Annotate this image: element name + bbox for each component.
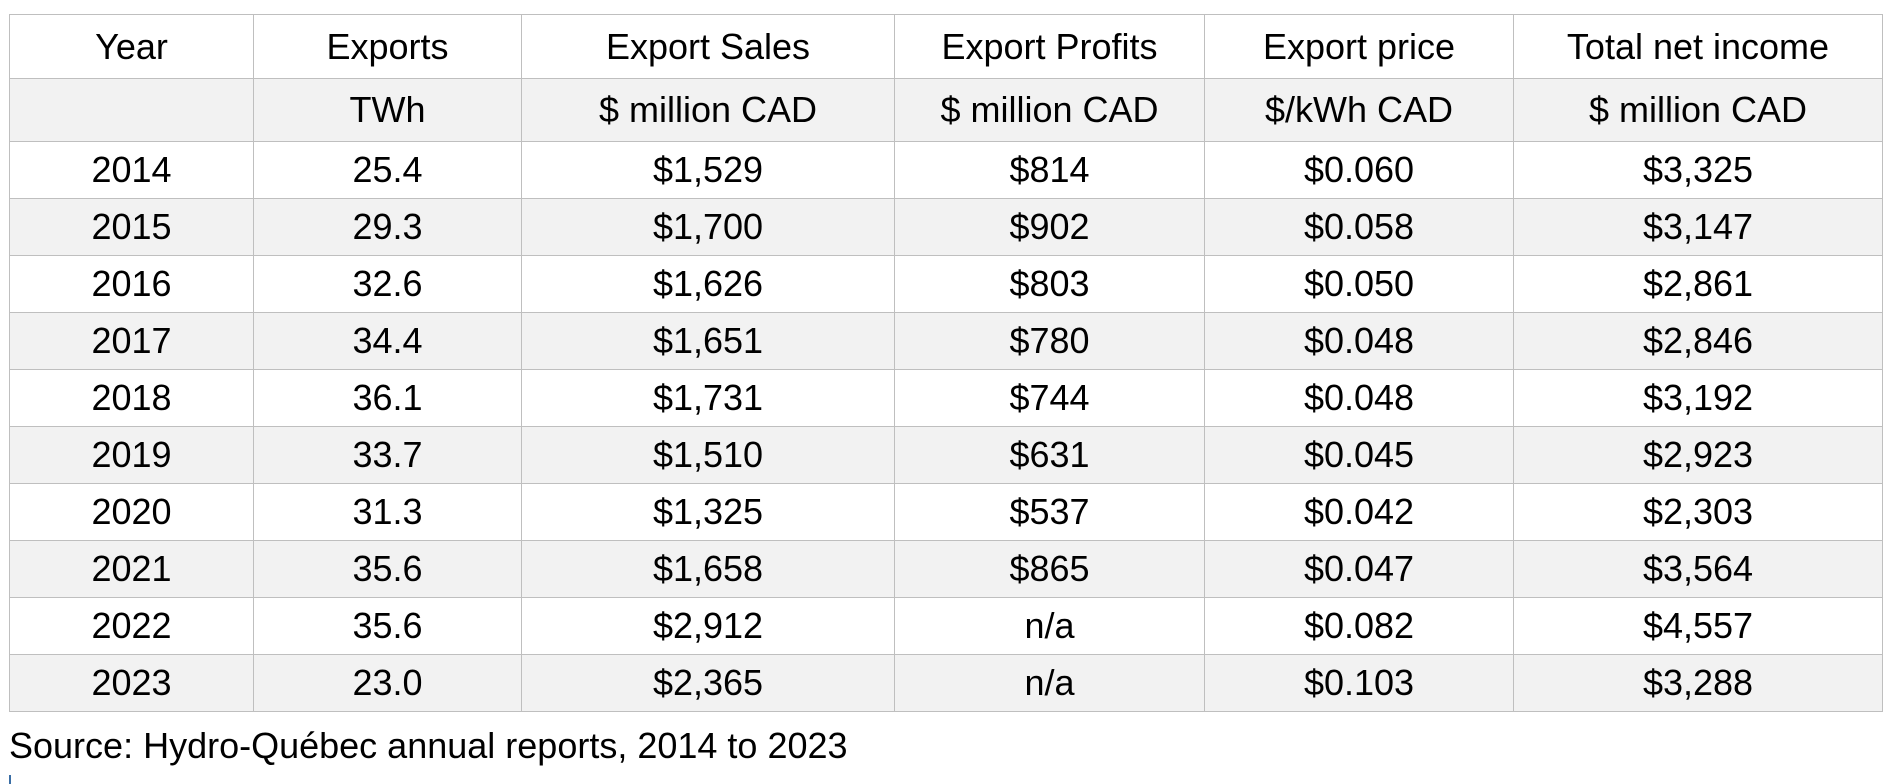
cell-total-net-income: $2,303 bbox=[1513, 483, 1883, 541]
table-row: 2014 25.4 $1,529 $814 $0.060 $3,325 bbox=[9, 141, 1883, 199]
cell-export-sales: $1,626 bbox=[521, 255, 895, 313]
cell-year: 2023 bbox=[9, 654, 254, 712]
cell-year: 2018 bbox=[9, 369, 254, 427]
cell-exports: 34.4 bbox=[253, 312, 522, 370]
cell-export-price: $0.060 bbox=[1204, 141, 1514, 199]
data-table: Year Exports Export Sales Export Profits… bbox=[9, 14, 1883, 712]
cell-export-sales: $1,529 bbox=[521, 141, 895, 199]
cell-export-sales: $1,510 bbox=[521, 426, 895, 484]
cell-export-price: $0.047 bbox=[1204, 540, 1514, 598]
table-row: 2022 35.6 $2,912 n/a $0.082 $4,557 bbox=[9, 597, 1883, 655]
cell-export-sales: $1,651 bbox=[521, 312, 895, 370]
table-row: 2023 23.0 $2,365 n/a $0.103 $3,288 bbox=[9, 654, 1883, 712]
cell-total-net-income: $2,846 bbox=[1513, 312, 1883, 370]
header-year: Year bbox=[9, 14, 254, 79]
unit-export-price: $/kWh CAD bbox=[1204, 78, 1514, 142]
cell-export-sales: $1,700 bbox=[521, 198, 895, 256]
cell-export-profits: $803 bbox=[894, 255, 1205, 313]
unit-year bbox=[9, 78, 254, 142]
table-row: 2020 31.3 $1,325 $537 $0.042 $2,303 bbox=[9, 483, 1883, 541]
cell-exports: 35.6 bbox=[253, 597, 522, 655]
cell-year: 2022 bbox=[9, 597, 254, 655]
cell-export-sales: $1,658 bbox=[521, 540, 895, 598]
cell-exports: 29.3 bbox=[253, 198, 522, 256]
cell-export-price: $0.103 bbox=[1204, 654, 1514, 712]
cell-export-profits: $902 bbox=[894, 198, 1205, 256]
cell-year: 2020 bbox=[9, 483, 254, 541]
cell-year: 2019 bbox=[9, 426, 254, 484]
table-row: 2021 35.6 $1,658 $865 $0.047 $3,564 bbox=[9, 540, 1883, 598]
table-row: 2019 33.7 $1,510 $631 $0.045 $2,923 bbox=[9, 426, 1883, 484]
header-export-profits: Export Profits bbox=[894, 14, 1205, 79]
cell-export-profits: n/a bbox=[894, 597, 1205, 655]
cell-exports: 33.7 bbox=[253, 426, 522, 484]
cell-export-profits: $537 bbox=[894, 483, 1205, 541]
cell-export-profits: n/a bbox=[894, 654, 1205, 712]
unit-export-sales: $ million CAD bbox=[521, 78, 895, 142]
cell-year: 2016 bbox=[9, 255, 254, 313]
header-row: Year Exports Export Sales Export Profits… bbox=[9, 14, 1883, 79]
cell-export-price: $0.058 bbox=[1204, 198, 1514, 256]
cell-exports: 23.0 bbox=[253, 654, 522, 712]
cell-export-sales: $1,325 bbox=[521, 483, 895, 541]
cell-total-net-income: $3,192 bbox=[1513, 369, 1883, 427]
cell-year: 2015 bbox=[9, 198, 254, 256]
cell-total-net-income: $4,557 bbox=[1513, 597, 1883, 655]
cell-export-sales: $1,731 bbox=[521, 369, 895, 427]
cell-total-net-income: $2,861 bbox=[1513, 255, 1883, 313]
header-total-net-income: Total net income bbox=[1513, 14, 1883, 79]
cell-export-profits: $631 bbox=[894, 426, 1205, 484]
table-row: 2016 32.6 $1,626 $803 $0.050 $2,861 bbox=[9, 255, 1883, 313]
cell-export-price: $0.082 bbox=[1204, 597, 1514, 655]
cell-total-net-income: $2,923 bbox=[1513, 426, 1883, 484]
cell-total-net-income: $3,147 bbox=[1513, 198, 1883, 256]
source-note: Source: Hydro-Québec annual reports, 201… bbox=[9, 725, 848, 766]
cell-exports: 36.1 bbox=[253, 369, 522, 427]
cell-total-net-income: $3,288 bbox=[1513, 654, 1883, 712]
cell-total-net-income: $3,564 bbox=[1513, 540, 1883, 598]
table-row: 2015 29.3 $1,700 $902 $0.058 $3,147 bbox=[9, 198, 1883, 256]
cell-export-profits: $780 bbox=[894, 312, 1205, 370]
unit-export-profits: $ million CAD bbox=[894, 78, 1205, 142]
cell-exports: 35.6 bbox=[253, 540, 522, 598]
cell-export-price: $0.042 bbox=[1204, 483, 1514, 541]
units-row: TWh $ million CAD $ million CAD $/kWh CA… bbox=[9, 78, 1883, 142]
header-exports: Exports bbox=[253, 14, 522, 79]
cell-total-net-income: $3,325 bbox=[1513, 141, 1883, 199]
cell-exports: 25.4 bbox=[253, 141, 522, 199]
cell-export-price: $0.048 bbox=[1204, 312, 1514, 370]
cell-year: 2014 bbox=[9, 141, 254, 199]
cell-export-profits: $744 bbox=[894, 369, 1205, 427]
cell-export-sales: $2,912 bbox=[521, 597, 895, 655]
table-row: 2017 34.4 $1,651 $780 $0.048 $2,846 bbox=[9, 312, 1883, 370]
cell-exports: 31.3 bbox=[253, 483, 522, 541]
cell-export-profits: $814 bbox=[894, 141, 1205, 199]
cell-export-profits: $865 bbox=[894, 540, 1205, 598]
cell-exports: 32.6 bbox=[253, 255, 522, 313]
cell-export-price: $0.048 bbox=[1204, 369, 1514, 427]
cell-year: 2021 bbox=[9, 540, 254, 598]
cell-year: 2017 bbox=[9, 312, 254, 370]
unit-exports: TWh bbox=[253, 78, 522, 142]
header-export-sales: Export Sales bbox=[521, 14, 895, 79]
cell-export-sales: $2,365 bbox=[521, 654, 895, 712]
header-export-price: Export price bbox=[1204, 14, 1514, 79]
text-cursor bbox=[9, 775, 11, 784]
unit-total-net-income: $ million CAD bbox=[1513, 78, 1883, 142]
cell-export-price: $0.045 bbox=[1204, 426, 1514, 484]
cell-export-price: $0.050 bbox=[1204, 255, 1514, 313]
table-row: 2018 36.1 $1,731 $744 $0.048 $3,192 bbox=[9, 369, 1883, 427]
